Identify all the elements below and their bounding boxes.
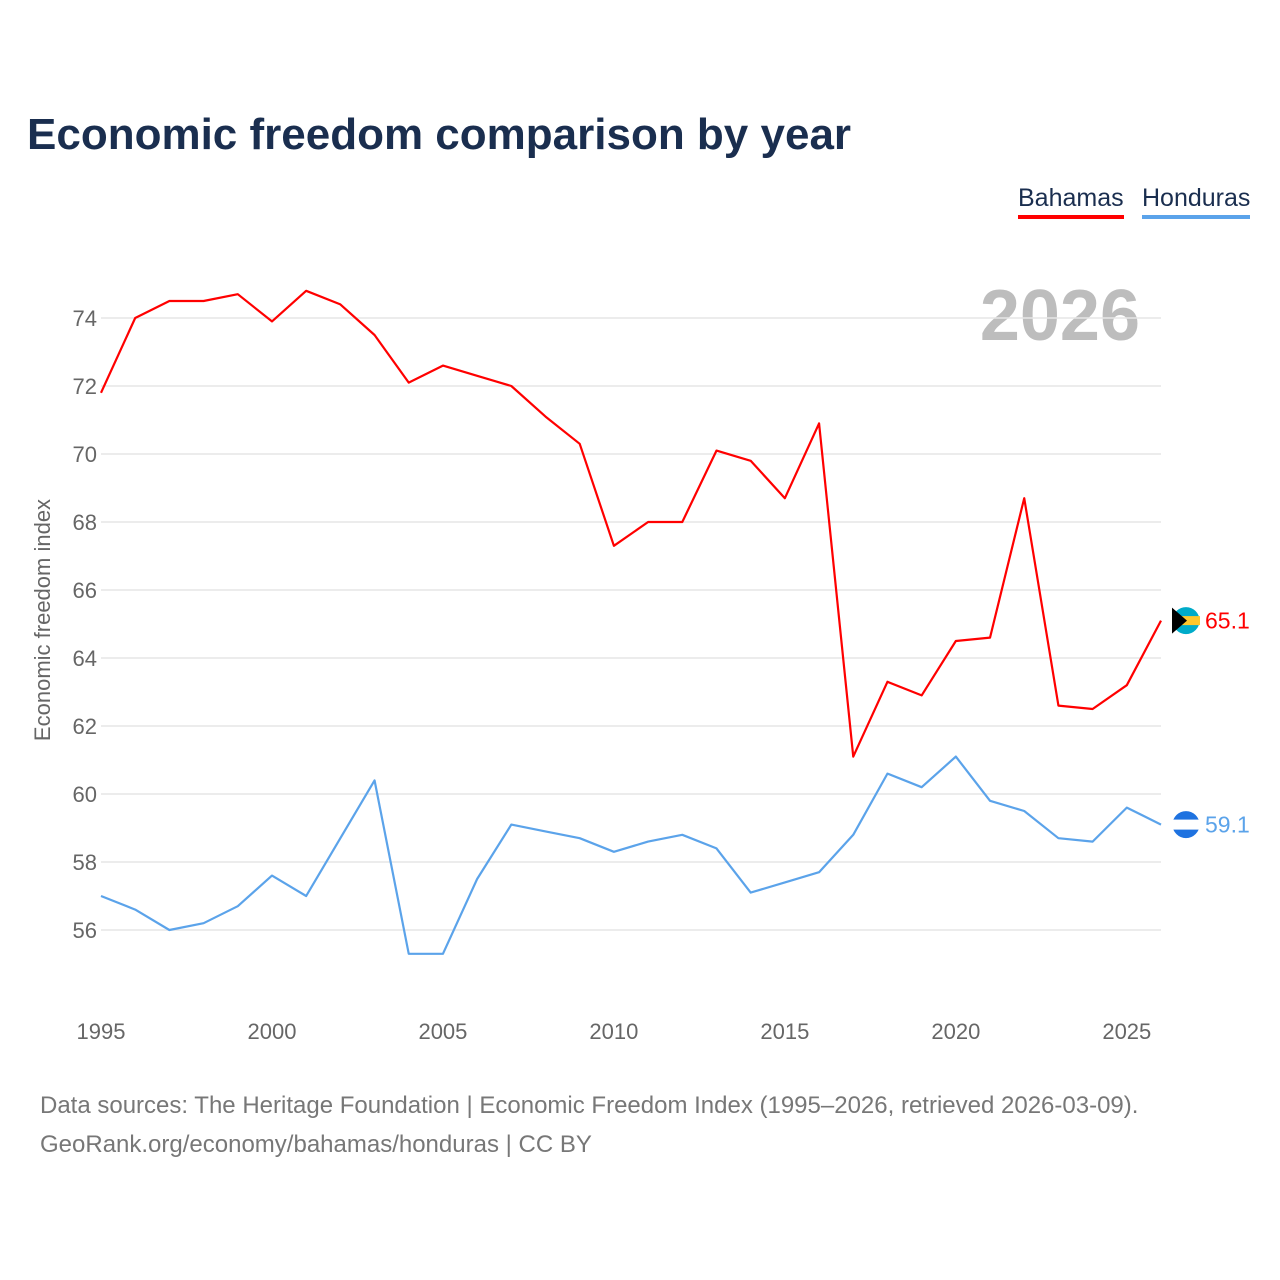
data-point-honduras [269, 873, 275, 879]
data-point-honduras [850, 832, 856, 838]
end-label-bahamas: 65.1 [1205, 608, 1250, 634]
data-point-bahamas [679, 519, 685, 525]
data-point-honduras [679, 832, 685, 838]
data-point-honduras [474, 876, 480, 882]
y-tick-label: 60 [73, 782, 97, 807]
y-tick-label: 64 [73, 646, 97, 671]
data-point-honduras [645, 839, 651, 845]
data-point-honduras [372, 777, 378, 783]
flag-triangle [1172, 607, 1187, 634]
data-point-bahamas [440, 363, 446, 369]
y-tick-label: 56 [73, 918, 97, 943]
year-watermark: 2026 [980, 276, 1140, 356]
data-point-bahamas [782, 495, 788, 501]
y-tick-label: 62 [73, 714, 97, 739]
data-point-bahamas [645, 519, 651, 525]
data-point-honduras [1158, 822, 1164, 828]
data-point-bahamas [1090, 706, 1096, 712]
data-point-bahamas [987, 635, 993, 641]
x-tick-label: 2015 [760, 1019, 809, 1044]
data-point-bahamas [884, 679, 890, 685]
data-point-honduras [235, 903, 241, 909]
data-point-honduras [508, 822, 514, 828]
y-tick-label: 66 [73, 578, 97, 603]
data-point-bahamas [543, 414, 549, 420]
x-tick-label: 2005 [418, 1019, 467, 1044]
x-tick-label: 2020 [931, 1019, 980, 1044]
data-point-bahamas [748, 458, 754, 464]
data-point-bahamas [816, 420, 822, 426]
legend-bahamas[interactable]: Bahamas [1018, 184, 1124, 219]
y-tick-label: 58 [73, 850, 97, 875]
data-point-bahamas [166, 298, 172, 304]
data-point-bahamas [337, 301, 343, 307]
data-point-honduras [303, 893, 309, 899]
data-point-honduras [166, 927, 172, 933]
data-point-honduras [543, 828, 549, 834]
data-point-honduras [713, 845, 719, 851]
data-point-honduras [98, 893, 104, 899]
data-point-bahamas [713, 448, 719, 454]
source-url: GeoRank.org/economy/bahamas/honduras | C… [40, 1131, 592, 1158]
x-tick-label: 2000 [247, 1019, 296, 1044]
data-point-bahamas [850, 754, 856, 760]
data-point-honduras [1055, 835, 1061, 841]
footer: Data sources: The Heritage Foundation | … [40, 1086, 1138, 1164]
data-point-bahamas [235, 291, 241, 297]
flag-stripe [1172, 819, 1200, 830]
data-point-honduras [406, 951, 412, 957]
data-point-honduras [1124, 805, 1130, 811]
data-point-bahamas [1124, 682, 1130, 688]
data-point-bahamas [1055, 703, 1061, 709]
end-label-honduras: 59.1 [1205, 812, 1250, 838]
data-point-bahamas [919, 692, 925, 698]
series-line-bahamas [99, 289, 1162, 758]
data-point-bahamas [98, 390, 104, 396]
data-point-honduras [577, 835, 583, 841]
x-tick-label: 2025 [1102, 1019, 1151, 1044]
data-point-honduras [1090, 839, 1096, 845]
data-point-honduras [816, 869, 822, 875]
data-point-honduras [919, 784, 925, 790]
data-point-honduras [201, 920, 207, 926]
data-point-honduras [987, 798, 993, 804]
data-point-bahamas [1158, 618, 1164, 624]
data-point-honduras [337, 835, 343, 841]
series-line-honduras [100, 755, 1162, 955]
source-note: Data sources: The Heritage Foundation | … [40, 1092, 1139, 1119]
x-tick-label: 1995 [77, 1019, 126, 1044]
data-point-bahamas [303, 288, 309, 294]
data-point-honduras [1021, 808, 1027, 814]
data-point-bahamas [269, 318, 275, 324]
y-tick-label: 68 [73, 510, 97, 535]
data-point-honduras [440, 951, 446, 957]
data-point-bahamas [372, 332, 378, 338]
x-tick-label: 2010 [589, 1019, 638, 1044]
y-tick-label: 74 [73, 306, 97, 331]
data-point-honduras [884, 771, 890, 777]
y-tick-label: 70 [73, 442, 97, 467]
data-point-honduras [782, 879, 788, 885]
data-point-bahamas [577, 441, 583, 447]
data-point-honduras [953, 754, 959, 760]
y-axis-label: Economic freedom index [30, 499, 55, 741]
data-point-honduras [132, 907, 138, 913]
data-point-bahamas [406, 380, 412, 386]
chart-title: Economic freedom comparison by year [27, 110, 852, 159]
data-point-bahamas [201, 298, 207, 304]
data-point-bahamas [474, 373, 480, 379]
data-point-bahamas [508, 383, 514, 389]
data-point-honduras [611, 849, 617, 855]
data-point-bahamas [1021, 495, 1027, 501]
data-point-bahamas [611, 543, 617, 549]
data-point-honduras [748, 890, 754, 896]
data-point-bahamas [953, 638, 959, 644]
y-tick-label: 72 [73, 374, 97, 399]
data-point-bahamas [132, 315, 138, 321]
legend-honduras[interactable]: Honduras [1142, 184, 1251, 219]
